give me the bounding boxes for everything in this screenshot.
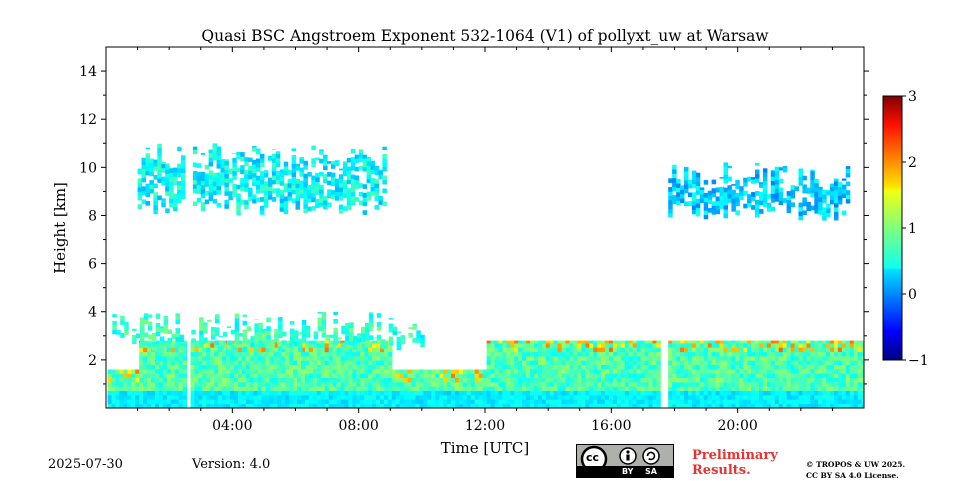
colorbar-ticks: −1 0 1 2 3 — [902, 89, 929, 369]
colorbar-tick-label: 2 — [908, 155, 917, 171]
y-tick-label: 6 — [88, 257, 97, 273]
colorbar-tick-label: 1 — [908, 221, 917, 237]
x-tick-label: 12:00 — [465, 418, 505, 434]
x-tick-label: 16:00 — [591, 418, 631, 434]
x-axis-label: Time [UTC] — [441, 439, 530, 457]
cc-license-badge[interactable]: cc BY SA — [576, 444, 674, 478]
x-tick-label: 08:00 — [338, 418, 378, 434]
date-label: 2025-07-30 — [48, 457, 123, 472]
y-axis-label: Height [km] — [51, 182, 69, 274]
colorbar-tick-label: −1 — [908, 353, 929, 369]
copyright-line1: © TROPOS & UW 2025. — [806, 459, 905, 470]
y-tick-label: 2 — [88, 353, 97, 369]
colorbar: −1 0 1 2 3 — [883, 89, 929, 369]
sa-icon — [643, 448, 659, 464]
heatmap-region — [108, 341, 867, 409]
plot-area — [106, 47, 866, 408]
preliminary-results-notice: Preliminary Results. — [692, 448, 778, 478]
x-tick-label: 04:00 — [212, 418, 252, 434]
copyright-line2: CC BY SA 4.0 License. — [806, 470, 905, 481]
preliminary-line1: Preliminary — [692, 448, 778, 463]
x-tick-label: 20:00 — [717, 418, 757, 434]
y-tick-label: 10 — [79, 160, 97, 176]
colorbar-tick-label: 0 — [908, 287, 917, 303]
y-tick-label: 4 — [88, 305, 97, 321]
colorbar-gradient — [883, 96, 902, 360]
chart-title: Quasi BSC Angstroem Exponent 532-1064 (V… — [201, 27, 769, 45]
y-tick-label: 14 — [79, 64, 97, 80]
y-tick-label: 8 — [88, 208, 97, 224]
colorbar-tick-label: 3 — [908, 89, 917, 105]
version-label: Version: 4.0 — [192, 457, 270, 472]
y-tick-label: 12 — [79, 112, 97, 128]
cc-icon-label: cc — [586, 451, 599, 464]
by-label: BY — [622, 466, 633, 477]
copyright-notice: © TROPOS & UW 2025. CC BY SA 4.0 License… — [806, 459, 905, 481]
sa-label: SA — [645, 466, 657, 477]
preliminary-line2: Results. — [692, 463, 778, 478]
